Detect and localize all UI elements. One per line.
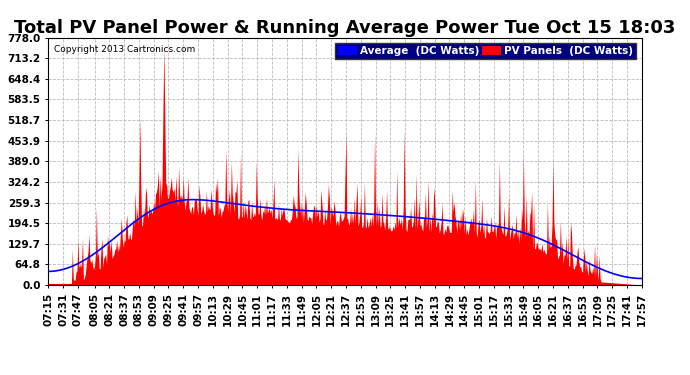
Title: Total PV Panel Power & Running Average Power Tue Oct 15 18:03: Total PV Panel Power & Running Average P… (14, 20, 676, 38)
Legend: Average  (DC Watts), PV Panels  (DC Watts): Average (DC Watts), PV Panels (DC Watts) (335, 43, 636, 59)
Text: Copyright 2013 Cartronics.com: Copyright 2013 Cartronics.com (55, 45, 195, 54)
